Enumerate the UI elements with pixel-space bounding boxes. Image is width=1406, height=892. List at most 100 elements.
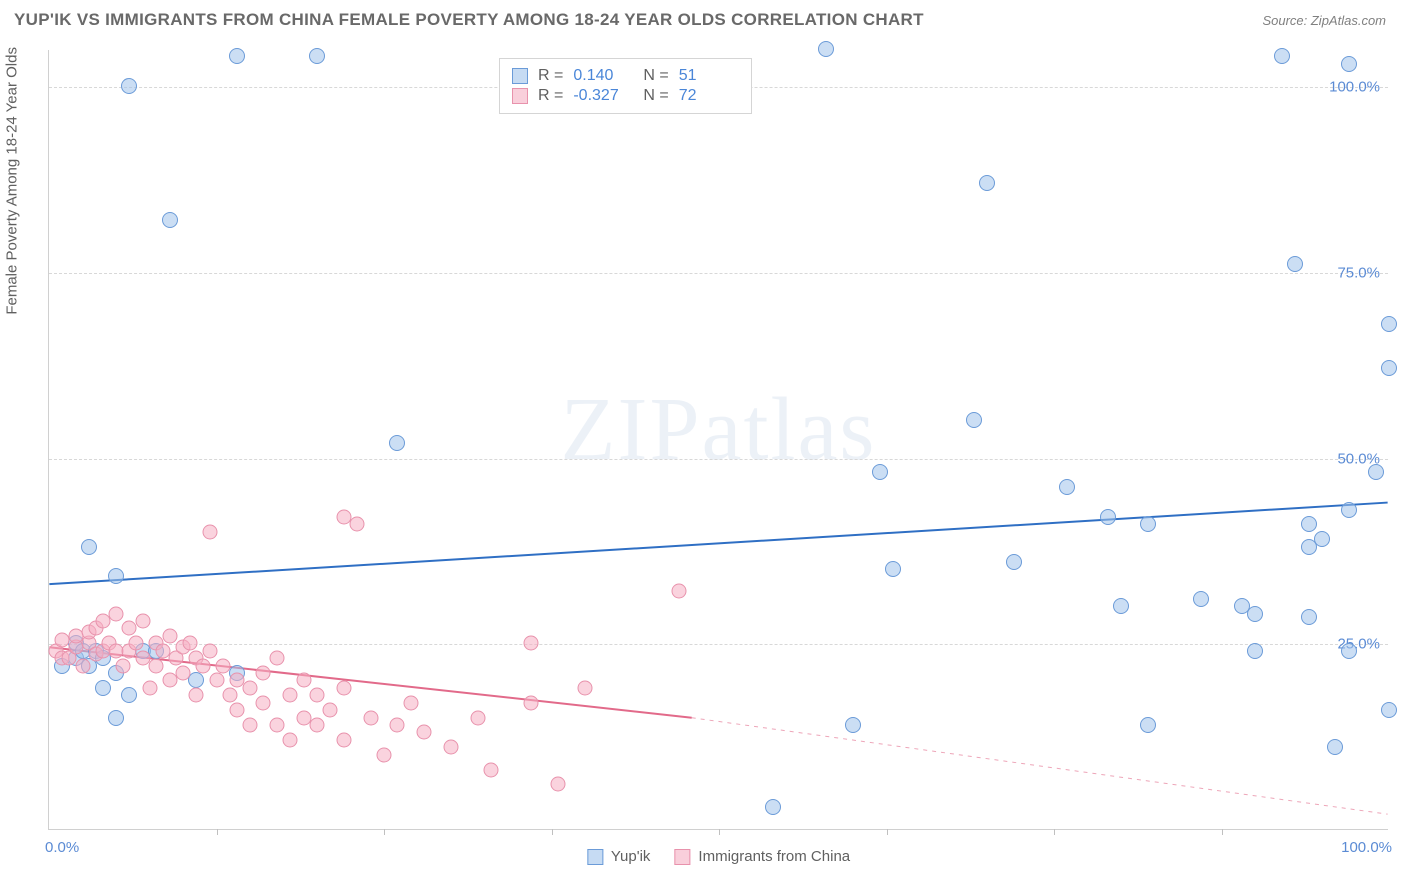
r-value-blue: 0.140 [573, 67, 633, 85]
data-point [229, 48, 245, 64]
x-axis-min-label: 0.0% [45, 829, 79, 856]
gridline [49, 459, 1388, 460]
n-value-pink: 72 [679, 87, 739, 105]
x-tick [1054, 829, 1055, 835]
watermark-text: ZIPatlas [561, 378, 877, 481]
data-point [1193, 591, 1209, 607]
data-point [1368, 464, 1384, 480]
data-point [121, 687, 137, 703]
data-point [243, 718, 258, 733]
legend-label-yupik: Yup'ik [611, 848, 651, 865]
data-point [966, 412, 982, 428]
data-point [845, 717, 861, 733]
data-point [188, 672, 204, 688]
data-point [524, 636, 539, 651]
data-point [1140, 516, 1156, 532]
data-point [1274, 48, 1290, 64]
x-tick [552, 829, 553, 835]
data-point [162, 212, 178, 228]
data-point [1341, 643, 1357, 659]
data-point [95, 680, 111, 696]
data-point [1381, 360, 1397, 376]
data-point [390, 718, 405, 733]
data-point [149, 658, 164, 673]
data-point [108, 568, 124, 584]
data-point [142, 680, 157, 695]
data-point [1341, 502, 1357, 518]
data-point [1314, 531, 1330, 547]
data-point [243, 680, 258, 695]
swatch-pink [512, 88, 528, 104]
n-label: N = [643, 87, 668, 105]
data-point [283, 688, 298, 703]
data-point [229, 703, 244, 718]
data-point [129, 636, 144, 651]
r-label: R = [538, 87, 563, 105]
data-point [1113, 598, 1129, 614]
data-point [1140, 717, 1156, 733]
data-point [1100, 509, 1116, 525]
x-tick [719, 829, 720, 835]
data-point [470, 710, 485, 725]
data-point [578, 680, 593, 695]
swatch-pink [674, 849, 690, 865]
data-point [1247, 643, 1263, 659]
data-point [296, 673, 311, 688]
data-point [885, 561, 901, 577]
n-label: N = [643, 67, 668, 85]
source-attribution: Source: ZipAtlas.com [1262, 13, 1386, 28]
data-point [209, 673, 224, 688]
gridline [49, 273, 1388, 274]
x-axis-max-label: 100.0% [1341, 829, 1392, 856]
data-point [551, 777, 566, 792]
data-point [444, 740, 459, 755]
n-value-blue: 51 [679, 67, 739, 85]
data-point [1006, 554, 1022, 570]
data-point [872, 464, 888, 480]
data-point [336, 732, 351, 747]
series-legend: Yup'ik Immigrants from China [587, 848, 850, 865]
data-point [202, 643, 217, 658]
data-point [189, 688, 204, 703]
data-point [1059, 479, 1075, 495]
x-tick [384, 829, 385, 835]
data-point [417, 725, 432, 740]
data-point [310, 688, 325, 703]
data-point [115, 658, 130, 673]
data-point [135, 614, 150, 629]
data-point [81, 539, 97, 555]
data-point [283, 732, 298, 747]
chart-plot-area: ZIPatlas 25.0%50.0%75.0%100.0% R = 0.140… [48, 50, 1388, 830]
swatch-blue [587, 849, 603, 865]
data-point [176, 666, 191, 681]
data-point [363, 710, 378, 725]
y-tick-label: 75.0% [1337, 264, 1380, 281]
data-point [818, 41, 834, 57]
r-value-pink: -0.327 [573, 87, 633, 105]
legend-label-china: Immigrants from China [698, 848, 850, 865]
data-point [222, 688, 237, 703]
data-point [403, 695, 418, 710]
data-point [202, 524, 217, 539]
r-label: R = [538, 67, 563, 85]
gridline [49, 644, 1388, 645]
data-point [1327, 739, 1343, 755]
x-tick [217, 829, 218, 835]
data-point [1381, 316, 1397, 332]
data-point [75, 658, 90, 673]
data-point [323, 703, 338, 718]
data-point [256, 666, 271, 681]
data-point [1287, 256, 1303, 272]
data-point [377, 747, 392, 762]
data-point [1341, 56, 1357, 72]
data-point [979, 175, 995, 191]
data-point [671, 584, 686, 599]
correlation-legend: R = 0.140 N = 51 R = -0.327 N = 72 [499, 58, 752, 114]
data-point [309, 48, 325, 64]
x-tick [1222, 829, 1223, 835]
data-point [269, 718, 284, 733]
x-tick [887, 829, 888, 835]
chart-title: YUP'IK VS IMMIGRANTS FROM CHINA FEMALE P… [14, 10, 924, 30]
data-point [269, 651, 284, 666]
data-point [109, 606, 124, 621]
